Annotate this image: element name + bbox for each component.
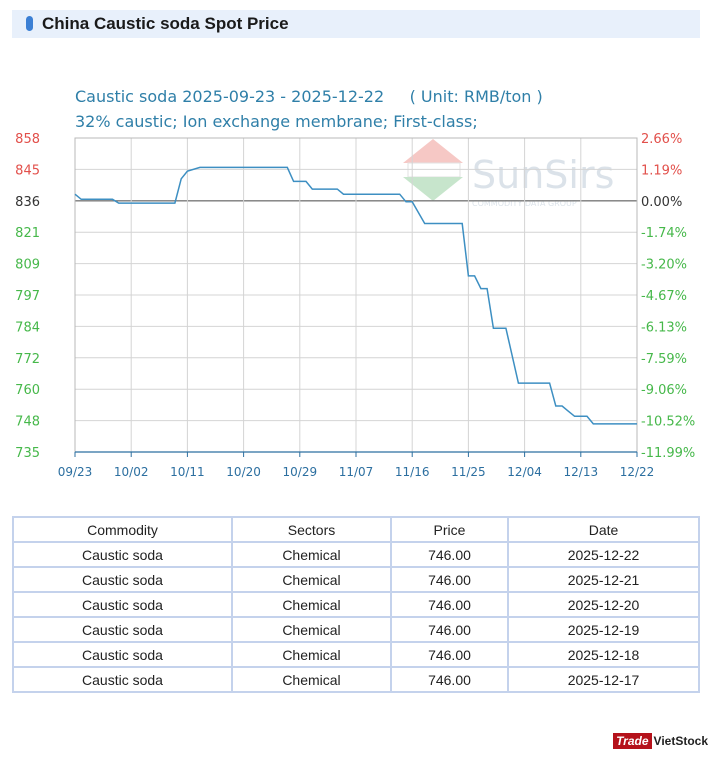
x-tick-label: 12/22 (620, 465, 655, 479)
chart-axes: 858 2.66% 845 1.19% 836 0.00% 821 -1.74% 809 -3.2… (15, 132, 695, 479)
table-header-row: Commodity Sectors Price Date (12, 516, 700, 543)
table-header-cell: Date (507, 516, 700, 543)
chart-series (74, 166, 637, 425)
table-cell: 2025-12-22 (507, 541, 700, 568)
table-row: Caustic soda Chemical 746.00 2025-12-17 (12, 666, 700, 693)
x-tick-label: 10/29 (283, 465, 318, 479)
table-cell: 746.00 (390, 666, 509, 693)
y-tick-label-right: -9.06% (641, 383, 687, 398)
table-cell: Chemical (231, 591, 392, 618)
y-tick-label-left: 772 (15, 352, 40, 367)
y-tick-label-right: -4.67% (641, 289, 687, 304)
y-tick-label-right: -7.59% (641, 352, 687, 367)
x-tick-label: 12/13 (564, 465, 599, 479)
table-cell: 746.00 (390, 591, 509, 618)
brand-logo-part2: VietStock (653, 734, 708, 748)
sunsirs-watermark: SunSirs COMMODITY DATA GROUP (403, 139, 614, 208)
y-tick-label-left: 809 (15, 258, 40, 273)
table-header-cell: Sectors (231, 516, 392, 543)
table-row: Caustic soda Chemical 746.00 2025-12-22 (12, 541, 700, 568)
table-cell: 2025-12-18 (507, 641, 700, 668)
watermark-logo-down-icon (403, 177, 463, 201)
table-header-cell: Price (390, 516, 509, 543)
y-tick-label-right: -6.13% (641, 320, 687, 335)
x-tick-label: 11/07 (339, 465, 374, 479)
table-cell: 746.00 (390, 641, 509, 668)
y-tick-label-left: 748 (15, 415, 40, 430)
table-cell: Caustic soda (12, 616, 233, 643)
y-tick-label-left: 858 (15, 132, 40, 147)
table-cell: Caustic soda (12, 566, 233, 593)
table-row: Caustic soda Chemical 746.00 2025-12-19 (12, 616, 700, 643)
y-tick-label-left: 845 (15, 163, 40, 178)
watermark-logo-band-icon (407, 162, 461, 178)
x-tick-label: 10/11 (170, 465, 205, 479)
table-cell: Caustic soda (12, 591, 233, 618)
y-tick-label-right: -10.52% (641, 415, 695, 430)
y-tick-label-right: -11.99% (641, 446, 695, 461)
y-tick-label-left: 821 (15, 226, 40, 241)
table-cell: Chemical (231, 541, 392, 568)
y-tick-label-left: 735 (15, 446, 40, 461)
table-cell: 2025-12-19 (507, 616, 700, 643)
x-tick-label: 09/23 (58, 465, 93, 479)
table-row: Caustic soda Chemical 746.00 2025-12-20 (12, 591, 700, 618)
y-tick-label-left: 797 (15, 289, 40, 304)
chart-title: Caustic soda 2025-09-23 - 2025-12-22 ( U… (75, 87, 543, 106)
y-tick-label-left: 760 (15, 383, 40, 398)
y-tick-label-right: -3.20% (641, 258, 687, 273)
section-title: China Caustic soda Spot Price (42, 14, 289, 33)
y-tick-label-left: 836 (15, 195, 40, 210)
brand-logo-part1: Trade (613, 733, 652, 749)
table-header-cell: Commodity (12, 516, 233, 543)
watermark-name: SunSirs (472, 153, 614, 197)
watermark-logo-up-icon (403, 139, 463, 163)
price-table: Commodity Sectors Price Date Caustic soda Che… (12, 516, 700, 693)
table-cell: 2025-12-21 (507, 566, 700, 593)
table-cell: Caustic soda (12, 641, 233, 668)
table-cell: 746.00 (390, 541, 509, 568)
table-row: Caustic soda Chemical 746.00 2025-12-21 (12, 566, 700, 593)
brand-logo: Trade VietStock (613, 733, 708, 750)
price-chart: SunSirs COMMODITY DATA GROUP Caustic sod… (15, 87, 695, 479)
price-line (74, 166, 637, 425)
table-cell: Chemical (231, 616, 392, 643)
table-cell: 2025-12-20 (507, 591, 700, 618)
x-tick-label: 12/04 (507, 465, 542, 479)
header-marker-icon (26, 16, 33, 31)
table-cell: Caustic soda (12, 541, 233, 568)
y-tick-label-left: 784 (15, 320, 40, 335)
table-cell: Chemical (231, 566, 392, 593)
table-cell: Chemical (231, 641, 392, 668)
x-tick-label: 10/02 (114, 465, 149, 479)
table-cell: 746.00 (390, 616, 509, 643)
y-tick-label-right: -1.74% (641, 226, 687, 241)
y-tick-label-right: 1.19% (641, 163, 682, 178)
section-header: China Caustic soda Spot Price (12, 10, 700, 38)
chart-subtitle: 32% caustic; Ion exchange membrane; Firs… (75, 112, 478, 131)
x-tick-label: 11/16 (395, 465, 430, 479)
table-cell: 746.00 (390, 566, 509, 593)
table-row: Caustic soda Chemical 746.00 2025-12-18 (12, 641, 700, 668)
x-tick-label: 10/20 (226, 465, 261, 479)
table-cell: Caustic soda (12, 666, 233, 693)
table-cell: 2025-12-17 (507, 666, 700, 693)
y-tick-label-right: 2.66% (641, 132, 682, 147)
price-table-body: Commodity Sectors Price Date Caustic soda Che… (12, 516, 700, 693)
x-tick-label: 11/25 (451, 465, 486, 479)
table-cell: Chemical (231, 666, 392, 693)
y-tick-label-right: 0.00% (641, 195, 682, 210)
